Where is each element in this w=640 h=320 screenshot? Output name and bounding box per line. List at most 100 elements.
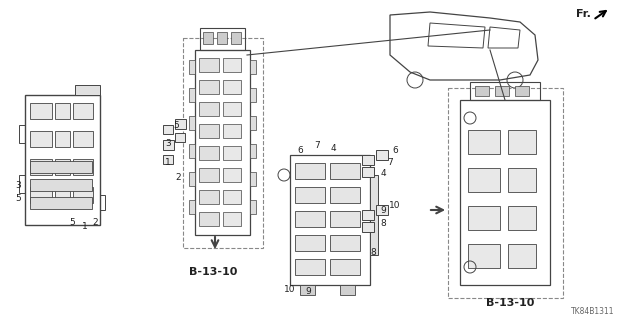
Bar <box>199 190 219 204</box>
Text: 4: 4 <box>380 169 386 178</box>
Bar <box>495 86 509 96</box>
Bar <box>163 125 173 134</box>
Bar <box>330 235 360 251</box>
Bar <box>73 131 93 147</box>
Bar <box>55 159 70 175</box>
Bar <box>250 144 256 158</box>
Bar <box>195 50 250 235</box>
Text: 9: 9 <box>305 287 311 297</box>
Bar <box>295 187 325 203</box>
Text: 2: 2 <box>92 218 98 227</box>
Bar <box>30 197 92 209</box>
Bar <box>223 80 241 94</box>
Bar <box>508 130 536 154</box>
Bar <box>231 32 241 44</box>
Bar <box>362 155 374 165</box>
Bar <box>470 82 540 100</box>
Bar <box>362 167 374 177</box>
Bar <box>19 125 25 143</box>
Text: 10: 10 <box>389 201 401 210</box>
Bar <box>199 80 219 94</box>
Bar <box>73 103 93 119</box>
Bar <box>30 161 92 173</box>
Text: 6: 6 <box>392 146 398 155</box>
Text: 5: 5 <box>69 218 75 227</box>
Bar <box>223 190 241 204</box>
Bar <box>30 131 52 147</box>
Bar <box>515 86 529 96</box>
Bar <box>376 150 388 160</box>
Bar <box>223 146 241 160</box>
Bar <box>30 159 52 175</box>
Bar <box>448 88 563 298</box>
Bar <box>189 88 195 102</box>
Bar <box>468 130 500 154</box>
Bar <box>223 212 241 226</box>
Bar <box>295 211 325 227</box>
Bar <box>189 60 195 74</box>
Bar <box>199 168 219 182</box>
Bar <box>100 195 105 210</box>
Bar <box>223 124 241 138</box>
Text: 3: 3 <box>15 180 21 189</box>
Text: 1: 1 <box>82 221 88 230</box>
Text: TK84B1311: TK84B1311 <box>572 308 615 316</box>
Bar <box>30 103 52 119</box>
Bar <box>475 86 489 96</box>
Bar <box>55 131 70 147</box>
Bar <box>55 103 70 119</box>
Bar <box>25 95 100 225</box>
Bar <box>189 200 195 214</box>
Bar <box>75 85 100 95</box>
Bar <box>203 32 213 44</box>
Bar <box>73 187 93 203</box>
Text: 2: 2 <box>175 172 181 181</box>
Bar <box>362 210 374 220</box>
Text: B-13-10: B-13-10 <box>189 267 237 277</box>
Bar <box>295 163 325 179</box>
Bar <box>189 116 195 130</box>
Bar <box>55 187 70 203</box>
Bar <box>30 179 92 191</box>
Bar <box>508 168 536 192</box>
Bar <box>199 146 219 160</box>
Bar <box>200 28 245 50</box>
Bar <box>340 285 355 295</box>
Bar <box>508 244 536 268</box>
Bar <box>370 175 378 255</box>
Text: 7: 7 <box>387 157 393 166</box>
Bar <box>30 187 52 203</box>
Bar <box>163 140 174 150</box>
Bar <box>199 124 219 138</box>
Bar <box>163 155 173 164</box>
Text: 5: 5 <box>15 194 21 203</box>
Bar <box>362 222 374 232</box>
Text: 9: 9 <box>380 205 386 214</box>
Bar <box>175 119 186 129</box>
Bar <box>250 172 256 186</box>
Bar <box>330 163 360 179</box>
Bar <box>73 159 93 175</box>
Bar <box>468 244 500 268</box>
Bar <box>199 102 219 116</box>
Bar <box>250 60 256 74</box>
Bar <box>223 102 241 116</box>
Bar <box>250 88 256 102</box>
Bar <box>330 211 360 227</box>
Bar <box>250 116 256 130</box>
Bar <box>330 259 360 275</box>
Text: Fr.: Fr. <box>575 9 591 19</box>
Bar <box>189 144 195 158</box>
Bar <box>19 175 25 193</box>
Text: 10: 10 <box>284 285 296 294</box>
Text: 4: 4 <box>330 143 336 153</box>
Text: 8: 8 <box>370 247 376 257</box>
Text: 1: 1 <box>165 157 171 166</box>
Bar <box>183 38 263 248</box>
Bar <box>199 58 219 72</box>
Text: 7: 7 <box>314 140 320 149</box>
Bar <box>295 235 325 251</box>
Bar <box>250 200 256 214</box>
Bar <box>290 155 370 285</box>
Bar <box>468 206 500 230</box>
